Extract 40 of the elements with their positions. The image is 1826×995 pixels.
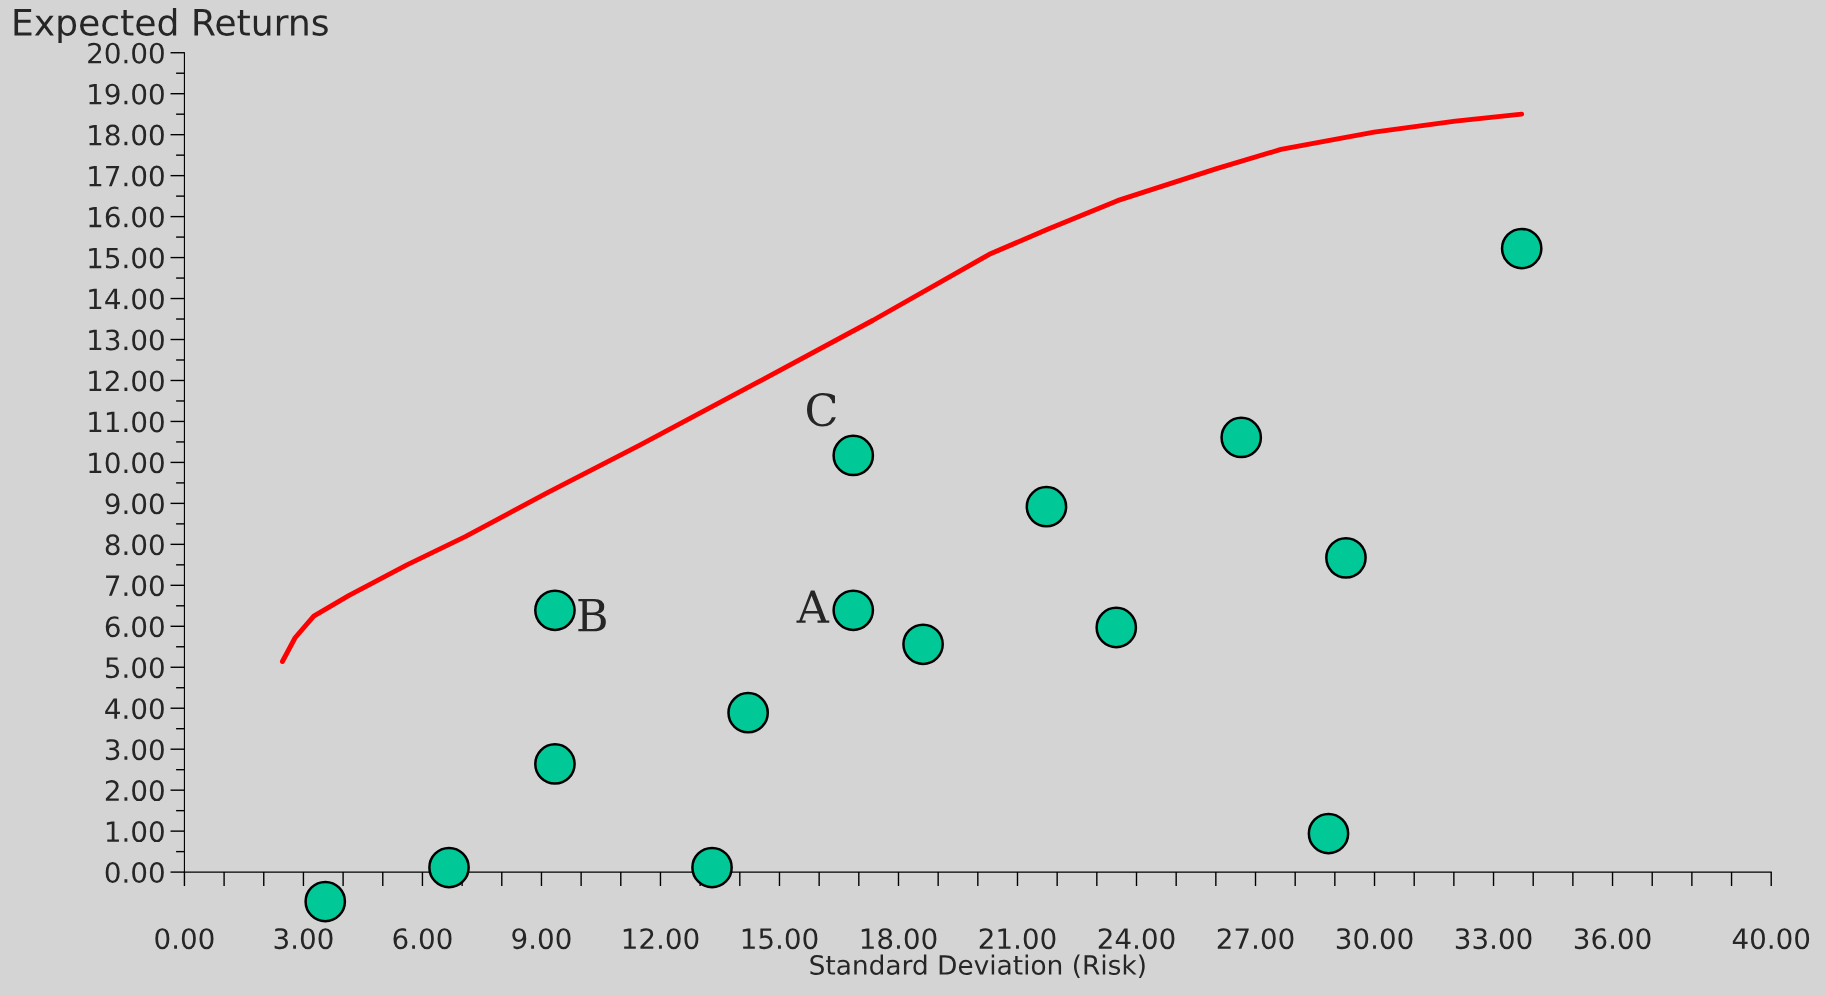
y-tick-label: 14.00	[89, 288, 164, 310]
y-tick-label: 11.00	[89, 411, 164, 433]
annotation: A	[796, 590, 830, 623]
y-tick-label: 3.00	[105, 739, 164, 761]
y-tick-label: 8.00	[105, 534, 164, 556]
annotation: C	[807, 392, 836, 427]
y-tick-label: 4.00	[105, 698, 164, 720]
y-tick-label: 15.00	[89, 247, 164, 269]
y-tick-label: 6.00	[105, 616, 164, 638]
y-tick-label: 10.00	[89, 452, 164, 474]
x-tick-label: 33.00	[1455, 928, 1532, 950]
x-tick-label: 36.00	[1574, 928, 1651, 950]
y-tick-label: 12.00	[89, 370, 164, 392]
x-tick-label: 24.00	[1098, 928, 1175, 950]
chart-title: Expected Returns	[14, 7, 328, 43]
x-tick-label: 6.00	[393, 928, 452, 950]
x-tick-label: 21.00	[979, 928, 1056, 950]
x-tick-label: 15.00	[742, 928, 818, 950]
annotation: B	[578, 598, 606, 632]
y-tick-label: 1.00	[106, 821, 164, 843]
y-tick-label: 0.00	[105, 862, 164, 884]
y-tick-label: 13.00	[89, 329, 164, 351]
y-tick-label: 20.00	[88, 42, 164, 64]
x-tick-label: 12.00	[623, 928, 699, 950]
x-tick-label: 27.00	[1217, 928, 1294, 950]
y-tick-label: 19.00	[89, 83, 164, 105]
x-tick-label: 0.00	[155, 928, 214, 950]
x-tick-label: 30.00	[1336, 928, 1413, 950]
y-tick-label: 2.00	[105, 780, 164, 802]
y-tick-label: 5.00	[105, 657, 164, 679]
y-tick-label: 9.00	[105, 493, 164, 515]
y-tick-label: 18.00	[89, 124, 164, 146]
y-tick-label: 17.00	[89, 165, 164, 187]
x-tick-label: 40.00	[1732, 928, 1810, 950]
y-tick-label: 7.00	[106, 575, 164, 597]
x-tick-label: 18.00	[861, 928, 937, 950]
x-tick-label: 3.00	[274, 928, 333, 950]
x-tick-label: 9.00	[512, 928, 571, 950]
x-axis-title: Standard Deviation (Risk)	[810, 954, 1145, 979]
y-tick-label: 16.00	[89, 206, 164, 228]
